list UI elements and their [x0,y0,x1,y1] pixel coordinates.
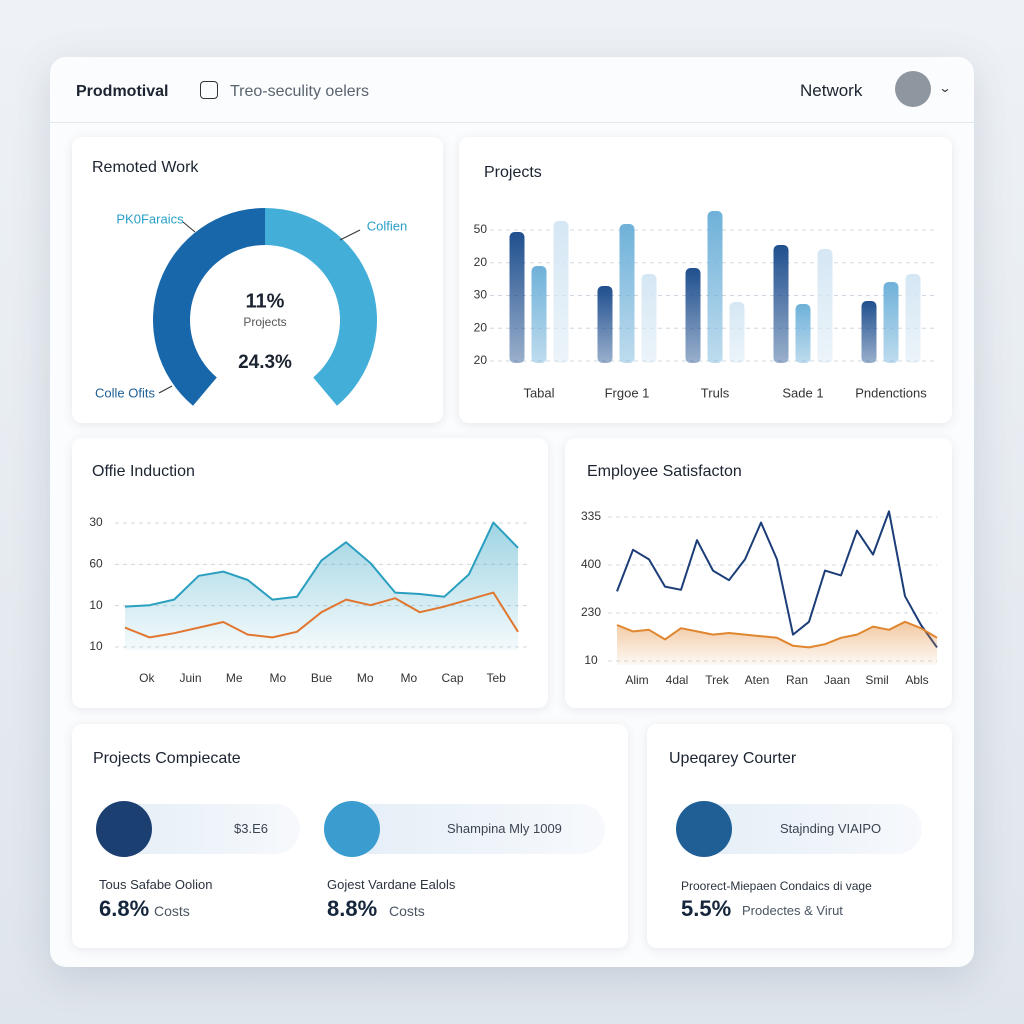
card: Offie Induction [72,438,548,708]
stat-pill[interactable]: Stajnding VIAIPO [676,801,922,857]
card: Upeqarey Courter Stajnding VIAIPO Proore… [647,724,952,948]
pill-icon [324,801,380,857]
search-field[interactable]: Treo-seculity oelers [230,83,370,100]
pill-icon [96,801,152,857]
stat-label: Gojest Vardane Ealols [327,877,456,892]
stat-unit: Costs [154,903,190,919]
stat-value: 8.8% [327,896,378,921]
card-title: Offie Induction [92,463,195,480]
stat-unit: Costs [389,903,425,919]
pill-text: Stajnding VIAIPO [780,821,882,836]
stat-pill[interactable]: Shampina Mly 1009 [324,801,605,857]
chevron[interactable]: ⌄ [938,81,952,95]
card: Projects [459,137,952,423]
card-title: Employee Satisfacton [587,463,742,480]
stat-unit: Prodectes & Virut [742,903,843,918]
card-title: Upeqarey Courter [669,750,797,767]
stat-label: Tous Safabe Oolion [99,877,213,892]
card-title: Projects Compiecate [93,750,241,767]
pill-text: $3.E6 [234,821,268,836]
pill-text: Shampina Mly 1009 [447,821,562,836]
card: Remoted Work [72,137,443,423]
search-icon [200,81,218,99]
stat-label: Proorect-Miepaen Condaics di vage [681,879,872,893]
stat-value: 6.8% [99,896,150,921]
avatar[interactable] [895,71,931,107]
card: Projects Compiecate $3.E6 Tous Safabe Oo… [72,724,628,948]
card: Employee Satisfacton [565,438,952,708]
card-title: Remoted Work [92,159,199,176]
brand[interactable]: Prodmotival [76,83,169,100]
header: Prodmotival Treo-seculity oelers Network… [50,57,974,123]
stat-value: 5.5% [681,896,732,921]
pill-icon [676,801,732,857]
card-title: Projects [484,164,542,181]
stat-pill[interactable]: $3.E6 [96,801,300,857]
nav-link[interactable]: Network [800,81,863,100]
